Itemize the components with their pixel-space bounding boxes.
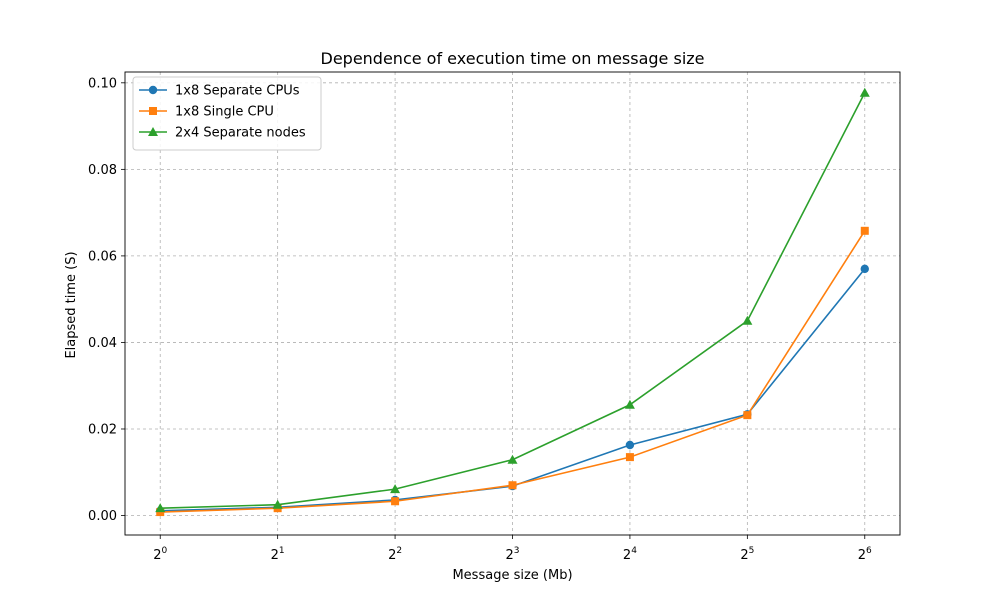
x-tick-label: 20 xyxy=(153,546,167,563)
y-tick-label: 0.00 xyxy=(88,509,117,524)
legend-entry-label: 1x8 Separate CPUs xyxy=(175,84,300,99)
chart-title: Dependence of execution time on message … xyxy=(321,49,705,68)
plot-area: 20 21 22 23 24 25 26 0.00 0.02 0.04 0.06 0.08 0.10 xyxy=(88,71,901,563)
legend-entry-label: 2x4 Separate nodes xyxy=(175,126,306,141)
x-tick-label: 24 xyxy=(623,546,637,563)
data-point-series-3 xyxy=(742,315,753,325)
legend: 1x8 Separate CPUs 1x8 Single CPU 2x4 Separ… xyxy=(132,76,322,151)
data-point-series-2 xyxy=(743,411,752,420)
plot-frame xyxy=(124,71,901,536)
data-point-series-3 xyxy=(624,399,635,409)
y-tick-label: 0.08 xyxy=(88,163,117,178)
data-point-series-3 xyxy=(507,454,518,464)
data-point-series-1 xyxy=(625,440,635,450)
data-point-series-2 xyxy=(508,481,517,490)
legend-marker xyxy=(148,85,158,95)
legend-entry-label: 1x8 Single CPU xyxy=(175,105,274,120)
y-tick-label: 0.06 xyxy=(88,249,117,264)
data-point-series-3 xyxy=(859,87,870,97)
x-tick-label: 21 xyxy=(271,546,285,563)
data-point-series-2 xyxy=(391,497,400,506)
data-point-series-3 xyxy=(390,484,401,494)
data-point-series-2 xyxy=(625,453,634,462)
x-tick-label: 26 xyxy=(858,546,872,563)
y-tick-label: 0.10 xyxy=(88,76,117,91)
x-tick-label: 25 xyxy=(740,546,754,563)
legend-box xyxy=(132,76,322,151)
legend-marker xyxy=(149,107,157,115)
x-tick-label: 22 xyxy=(388,546,402,563)
data-point-series-3 xyxy=(155,503,166,513)
x-tick-label: 23 xyxy=(505,546,519,563)
y-tick-label: 0.04 xyxy=(88,336,117,351)
y-tick-label: 0.02 xyxy=(88,422,117,437)
data-point-series-1 xyxy=(860,264,869,274)
x-axis-label: Message size (Mb) xyxy=(452,568,572,583)
y-axis-label: Elapsed time (S) xyxy=(64,251,79,358)
legend-marker xyxy=(148,127,158,136)
data-point-series-3 xyxy=(272,499,283,509)
data-point-series-2 xyxy=(860,226,869,235)
